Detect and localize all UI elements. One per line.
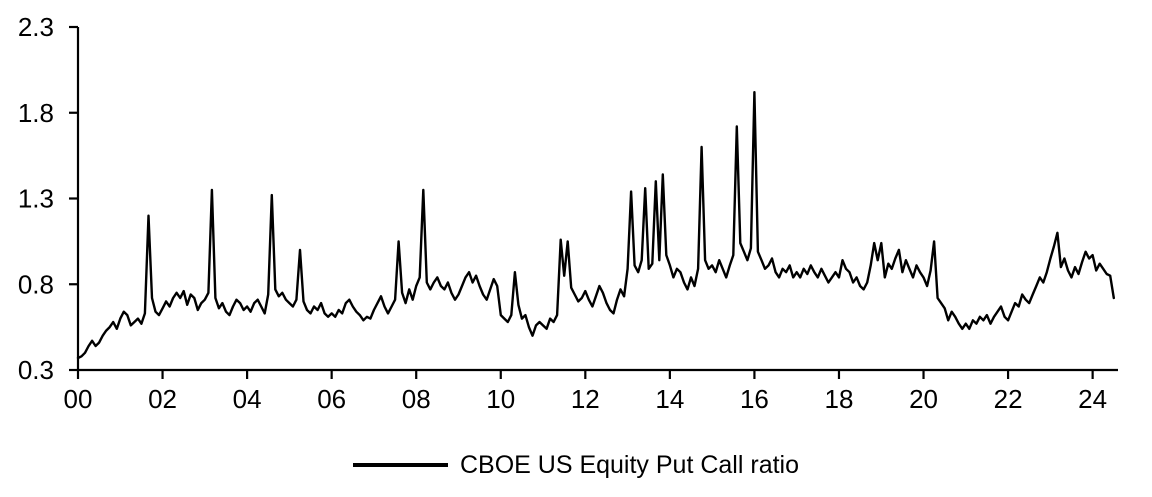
x-tick-label: 00 [64,384,93,414]
x-tick-label: 10 [486,384,515,414]
y-tick-label: 0.8 [18,269,54,299]
x-tick-label: 08 [402,384,431,414]
legend-label: CBOE US Equity Put Call ratio [459,450,799,479]
y-tick-label: 1.3 [18,184,54,214]
y-tick-label: 0.3 [18,355,54,385]
y-tick-label: 1.8 [18,98,54,128]
x-tick-label: 18 [825,384,854,414]
x-tick-label: 14 [655,384,684,414]
x-tick-label: 12 [571,384,600,414]
x-tick-label: 06 [317,384,346,414]
x-tick-label: 20 [909,384,938,414]
x-tick-label: 24 [1078,384,1107,414]
y-tick-label: 2.3 [18,12,54,42]
legend: CBOE US Equity Put Call ratio [0,440,1152,490]
series-line [76,90,1116,360]
x-tick-label: 16 [740,384,769,414]
x-tick-label: 04 [233,384,262,414]
legend-line-sample [352,463,448,467]
x-tick-label: 02 [148,384,177,414]
chart-plot-area: 0.3 0.8 1.3 1.8 2.3 00 02 04 06 08 10 12 14 16 18 20 22 2… [18,12,1118,414]
x-tick-label: 22 [994,384,1023,414]
